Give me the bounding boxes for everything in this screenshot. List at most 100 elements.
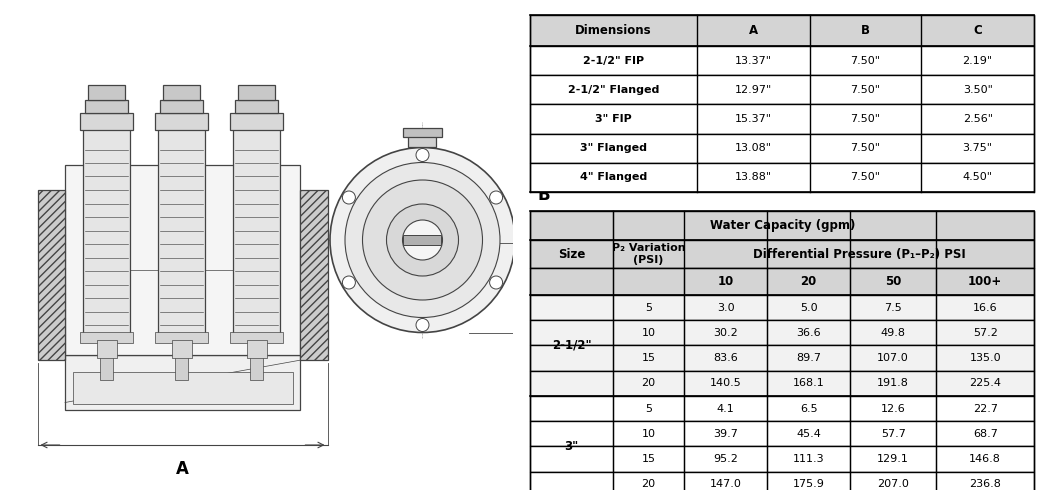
Bar bbox=[530, 46, 1034, 76]
Bar bbox=[158, 115, 205, 340]
Text: Size: Size bbox=[558, 248, 586, 261]
Text: 7.50": 7.50" bbox=[850, 172, 881, 182]
Text: 4.1: 4.1 bbox=[717, 404, 734, 413]
Text: 191.8: 191.8 bbox=[877, 378, 909, 388]
Bar bbox=[155, 112, 208, 130]
Bar bbox=[530, 268, 1034, 295]
Bar bbox=[403, 128, 441, 138]
Circle shape bbox=[402, 220, 442, 260]
Text: 30.2: 30.2 bbox=[713, 328, 738, 338]
Text: C: C bbox=[538, 278, 550, 296]
Bar bbox=[230, 332, 284, 342]
Text: 3" FIP: 3" FIP bbox=[595, 114, 632, 124]
Text: 50: 50 bbox=[885, 275, 901, 288]
Text: 13.37": 13.37" bbox=[735, 56, 772, 66]
Text: 95.2: 95.2 bbox=[713, 454, 738, 464]
Bar bbox=[530, 240, 1034, 268]
Bar bbox=[87, 85, 125, 100]
Bar bbox=[65, 165, 300, 355]
Text: 68.7: 68.7 bbox=[972, 428, 998, 438]
Text: 16.6: 16.6 bbox=[973, 302, 997, 312]
Bar bbox=[232, 115, 280, 340]
Text: 7.50": 7.50" bbox=[850, 114, 881, 124]
Text: 3": 3" bbox=[565, 440, 579, 453]
Text: 15: 15 bbox=[642, 353, 655, 363]
Circle shape bbox=[342, 276, 355, 289]
Bar bbox=[300, 190, 328, 360]
Text: 3" Flanged: 3" Flanged bbox=[580, 143, 647, 153]
Circle shape bbox=[342, 191, 355, 204]
Text: 7.50": 7.50" bbox=[850, 85, 881, 95]
Bar bbox=[83, 115, 130, 340]
Bar bbox=[408, 132, 437, 148]
Text: 6.5: 6.5 bbox=[800, 404, 818, 413]
Text: 10: 10 bbox=[642, 428, 655, 438]
Text: 45.4: 45.4 bbox=[796, 428, 821, 438]
Circle shape bbox=[416, 148, 429, 162]
Text: 20: 20 bbox=[642, 479, 655, 489]
Bar bbox=[175, 338, 188, 380]
Circle shape bbox=[386, 204, 459, 276]
Bar bbox=[530, 295, 1034, 320]
Text: 22.7: 22.7 bbox=[972, 404, 998, 413]
Text: 100+: 100+ bbox=[968, 275, 1003, 288]
Text: 225.4: 225.4 bbox=[969, 378, 1002, 388]
Text: 20: 20 bbox=[800, 275, 817, 288]
Text: 7.50": 7.50" bbox=[850, 56, 881, 66]
Text: 5.0: 5.0 bbox=[800, 302, 818, 312]
Bar bbox=[237, 85, 275, 100]
Text: 57.7: 57.7 bbox=[881, 428, 905, 438]
Bar bbox=[530, 497, 1034, 500]
Text: 10: 10 bbox=[717, 275, 734, 288]
Circle shape bbox=[489, 191, 503, 204]
Bar bbox=[530, 104, 1034, 134]
Circle shape bbox=[362, 180, 483, 300]
Text: 2-1/2" Flanged: 2-1/2" Flanged bbox=[568, 85, 659, 95]
Text: 36.6: 36.6 bbox=[796, 328, 821, 338]
Text: 2.56": 2.56" bbox=[963, 114, 992, 124]
Text: 12.6: 12.6 bbox=[881, 404, 905, 413]
Text: 168.1: 168.1 bbox=[793, 378, 824, 388]
Text: 111.3: 111.3 bbox=[793, 454, 824, 464]
Circle shape bbox=[330, 148, 514, 332]
Text: 4.50": 4.50" bbox=[963, 172, 992, 182]
Bar bbox=[163, 85, 200, 100]
Text: 89.7: 89.7 bbox=[796, 353, 821, 363]
Bar bbox=[530, 211, 1034, 240]
Text: 135.0: 135.0 bbox=[969, 353, 1001, 363]
Bar bbox=[154, 332, 208, 342]
Text: 20: 20 bbox=[642, 378, 655, 388]
Text: 5: 5 bbox=[645, 302, 652, 312]
Text: 4" Flanged: 4" Flanged bbox=[580, 172, 647, 182]
Bar bbox=[403, 235, 441, 245]
Text: 2-1/2" FIP: 2-1/2" FIP bbox=[583, 56, 644, 66]
Bar bbox=[171, 340, 191, 357]
Bar bbox=[530, 370, 1034, 396]
Text: 3.0: 3.0 bbox=[717, 302, 734, 312]
Bar bbox=[100, 338, 112, 380]
Bar bbox=[530, 14, 1034, 46]
Bar bbox=[530, 472, 1034, 497]
Text: 5: 5 bbox=[645, 404, 652, 413]
Text: 13.88": 13.88" bbox=[735, 172, 772, 182]
Text: 2-1/2": 2-1/2" bbox=[552, 339, 591, 352]
Bar bbox=[530, 162, 1034, 192]
Text: 3.75": 3.75" bbox=[963, 143, 992, 153]
Text: 15: 15 bbox=[642, 454, 655, 464]
Bar bbox=[80, 332, 133, 342]
Text: B: B bbox=[538, 186, 550, 204]
Text: Water Capacity (gpm): Water Capacity (gpm) bbox=[710, 219, 855, 232]
Text: 175.9: 175.9 bbox=[793, 479, 824, 489]
Text: 83.6: 83.6 bbox=[713, 353, 738, 363]
Bar bbox=[530, 134, 1034, 162]
Circle shape bbox=[489, 276, 503, 289]
Text: 57.2: 57.2 bbox=[972, 328, 998, 338]
Bar bbox=[530, 446, 1034, 471]
Text: 12.97": 12.97" bbox=[735, 85, 772, 95]
Bar bbox=[235, 100, 277, 112]
Text: 207.0: 207.0 bbox=[877, 479, 909, 489]
Text: Differential Pressure (P₁–P₂) PSI: Differential Pressure (P₁–P₂) PSI bbox=[753, 248, 966, 261]
Bar bbox=[80, 112, 132, 130]
Bar bbox=[530, 320, 1034, 345]
Bar bbox=[38, 190, 65, 360]
